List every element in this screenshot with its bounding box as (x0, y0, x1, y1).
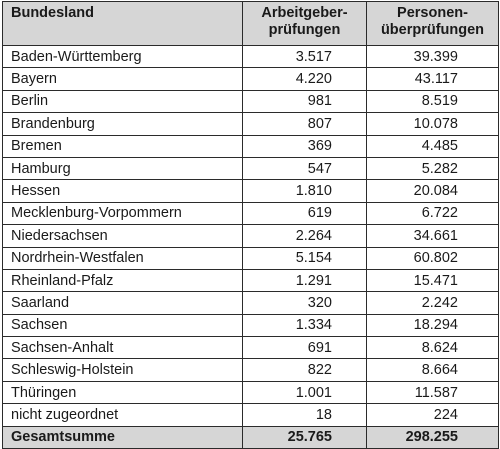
bundesland-cell: Niedersachsen (2, 224, 243, 248)
bundesland-cell: Brandenburg (2, 112, 243, 136)
personen-cell: 224 (366, 403, 499, 427)
arbeitgeber-cell: 369 (242, 134, 367, 158)
arbeitgeber-cell: 5.154 (242, 246, 367, 270)
header-arbeitgeberpruefungen: Arbeitgeber- prüfungen (242, 1, 367, 46)
total-personen: 298.255 (366, 425, 499, 449)
bundesland-cell: Baden-Württemberg (2, 44, 243, 69)
personen-cell: 6.722 (366, 201, 499, 226)
arbeitgeber-cell: 4.220 (242, 67, 367, 91)
arbeitgeber-cell: 3.517 (242, 44, 367, 69)
arbeitgeber-cell: 1.810 (242, 179, 367, 203)
personen-cell: 4.485 (366, 134, 499, 158)
table-row: Rheinland-Pfalz 1.291 15.471 (2, 268, 499, 293)
bundesland-cell: Hamburg (2, 156, 243, 181)
bundesland-cell: Berlin (2, 89, 243, 114)
bundesland-cell: Nordrhein-Westfalen (2, 246, 243, 270)
table-row: nicht zugeordnet 18 224 (2, 403, 499, 427)
arbeitgeber-cell: 320 (242, 291, 367, 315)
arbeitgeber-cell: 1.001 (242, 380, 367, 405)
personen-cell: 11.587 (366, 380, 499, 405)
arbeitgeber-cell: 2.264 (242, 224, 367, 248)
personen-cell: 18.294 (366, 313, 499, 338)
bundesland-cell: Bremen (2, 134, 243, 158)
header-arbeitgeber-line1: Arbeitgeber- (261, 5, 348, 21)
total-label: Gesamtsumme (2, 425, 243, 449)
arbeitgeber-cell: 981 (242, 89, 367, 114)
arbeitgeber-cell: 619 (242, 201, 367, 226)
arbeitgeber-cell: 1.334 (242, 313, 367, 338)
bundesland-cell: Sachsen-Anhalt (2, 336, 243, 360)
arbeitgeber-cell: 822 (242, 358, 367, 382)
personen-cell: 20.084 (366, 179, 499, 203)
header-bundesland: Bundesland (2, 1, 243, 46)
personen-cell: 60.802 (366, 246, 499, 270)
personen-cell: 10.078 (366, 112, 499, 136)
table-row: Schleswig-Holstein 822 8.664 (2, 358, 499, 382)
personen-cell: 8.624 (366, 336, 499, 360)
bundesland-cell: Hessen (2, 179, 243, 203)
table-row: Hessen 1.810 20.084 (2, 179, 499, 203)
arbeitgeber-cell: 1.291 (242, 268, 367, 293)
personen-cell: 34.661 (366, 224, 499, 248)
bundesland-cell: Saarland (2, 291, 243, 315)
bundesland-cell: Schleswig-Holstein (2, 358, 243, 382)
personen-cell: 15.471 (366, 268, 499, 293)
table-row: Mecklenburg-Vorpommern 619 6.722 (2, 201, 499, 226)
personen-cell: 39.399 (366, 44, 499, 69)
table-row: Nordrhein-Westfalen 5.154 60.802 (2, 246, 499, 270)
header-personen-line2: überprüfungen (380, 22, 485, 38)
header-row: Bundesland Arbeitgeber- prüfungen Person… (2, 1, 499, 46)
total-arbeitgeber: 25.765 (242, 425, 367, 449)
table-row: Hamburg 547 5.282 (2, 156, 499, 181)
bundesland-cell: Mecklenburg-Vorpommern (2, 201, 243, 226)
table-row: Bayern 4.220 43.117 (2, 67, 499, 91)
table-row: Brandenburg 807 10.078 (2, 112, 499, 136)
bundesland-cell: Rheinland-Pfalz (2, 268, 243, 293)
personen-cell: 43.117 (366, 67, 499, 91)
arbeitgeber-cell: 547 (242, 156, 367, 181)
table-row: Baden-Württemberg 3.517 39.399 (2, 44, 499, 69)
header-arbeitgeber-line2: prüfungen (268, 22, 341, 38)
bundesland-cell: Thüringen (2, 380, 243, 405)
table-row: Thüringen 1.001 11.587 (2, 380, 499, 405)
total-row: Gesamtsumme 25.765 298.255 (2, 425, 499, 449)
bundesland-cell: Sachsen (2, 313, 243, 338)
arbeitgeber-cell: 807 (242, 112, 367, 136)
bundesland-cell: nicht zugeordnet (2, 403, 243, 427)
table-row: Niedersachsen 2.264 34.661 (2, 224, 499, 248)
arbeitgeber-cell: 691 (242, 336, 367, 360)
table-row: Sachsen 1.334 18.294 (2, 313, 499, 338)
personen-cell: 8.519 (366, 89, 499, 114)
table-row: Bremen 369 4.485 (2, 134, 499, 158)
table-row: Sachsen-Anhalt 691 8.624 (2, 336, 499, 360)
personen-cell: 2.242 (366, 291, 499, 315)
personen-cell: 5.282 (366, 156, 499, 181)
arbeitgeber-cell: 18 (242, 403, 367, 427)
personen-cell: 8.664 (366, 358, 499, 382)
table-row: Berlin 981 8.519 (2, 89, 499, 114)
header-personen-line1: Personen- (397, 5, 468, 21)
table-body: Baden-Württemberg 3.517 39.399 Bayern 4.220 4… (2, 44, 499, 449)
bundesland-cell: Bayern (2, 67, 243, 91)
header-personenueberpruefungen: Personen- überprüfungen (366, 1, 499, 46)
table-row: Saarland 320 2.242 (2, 291, 499, 315)
